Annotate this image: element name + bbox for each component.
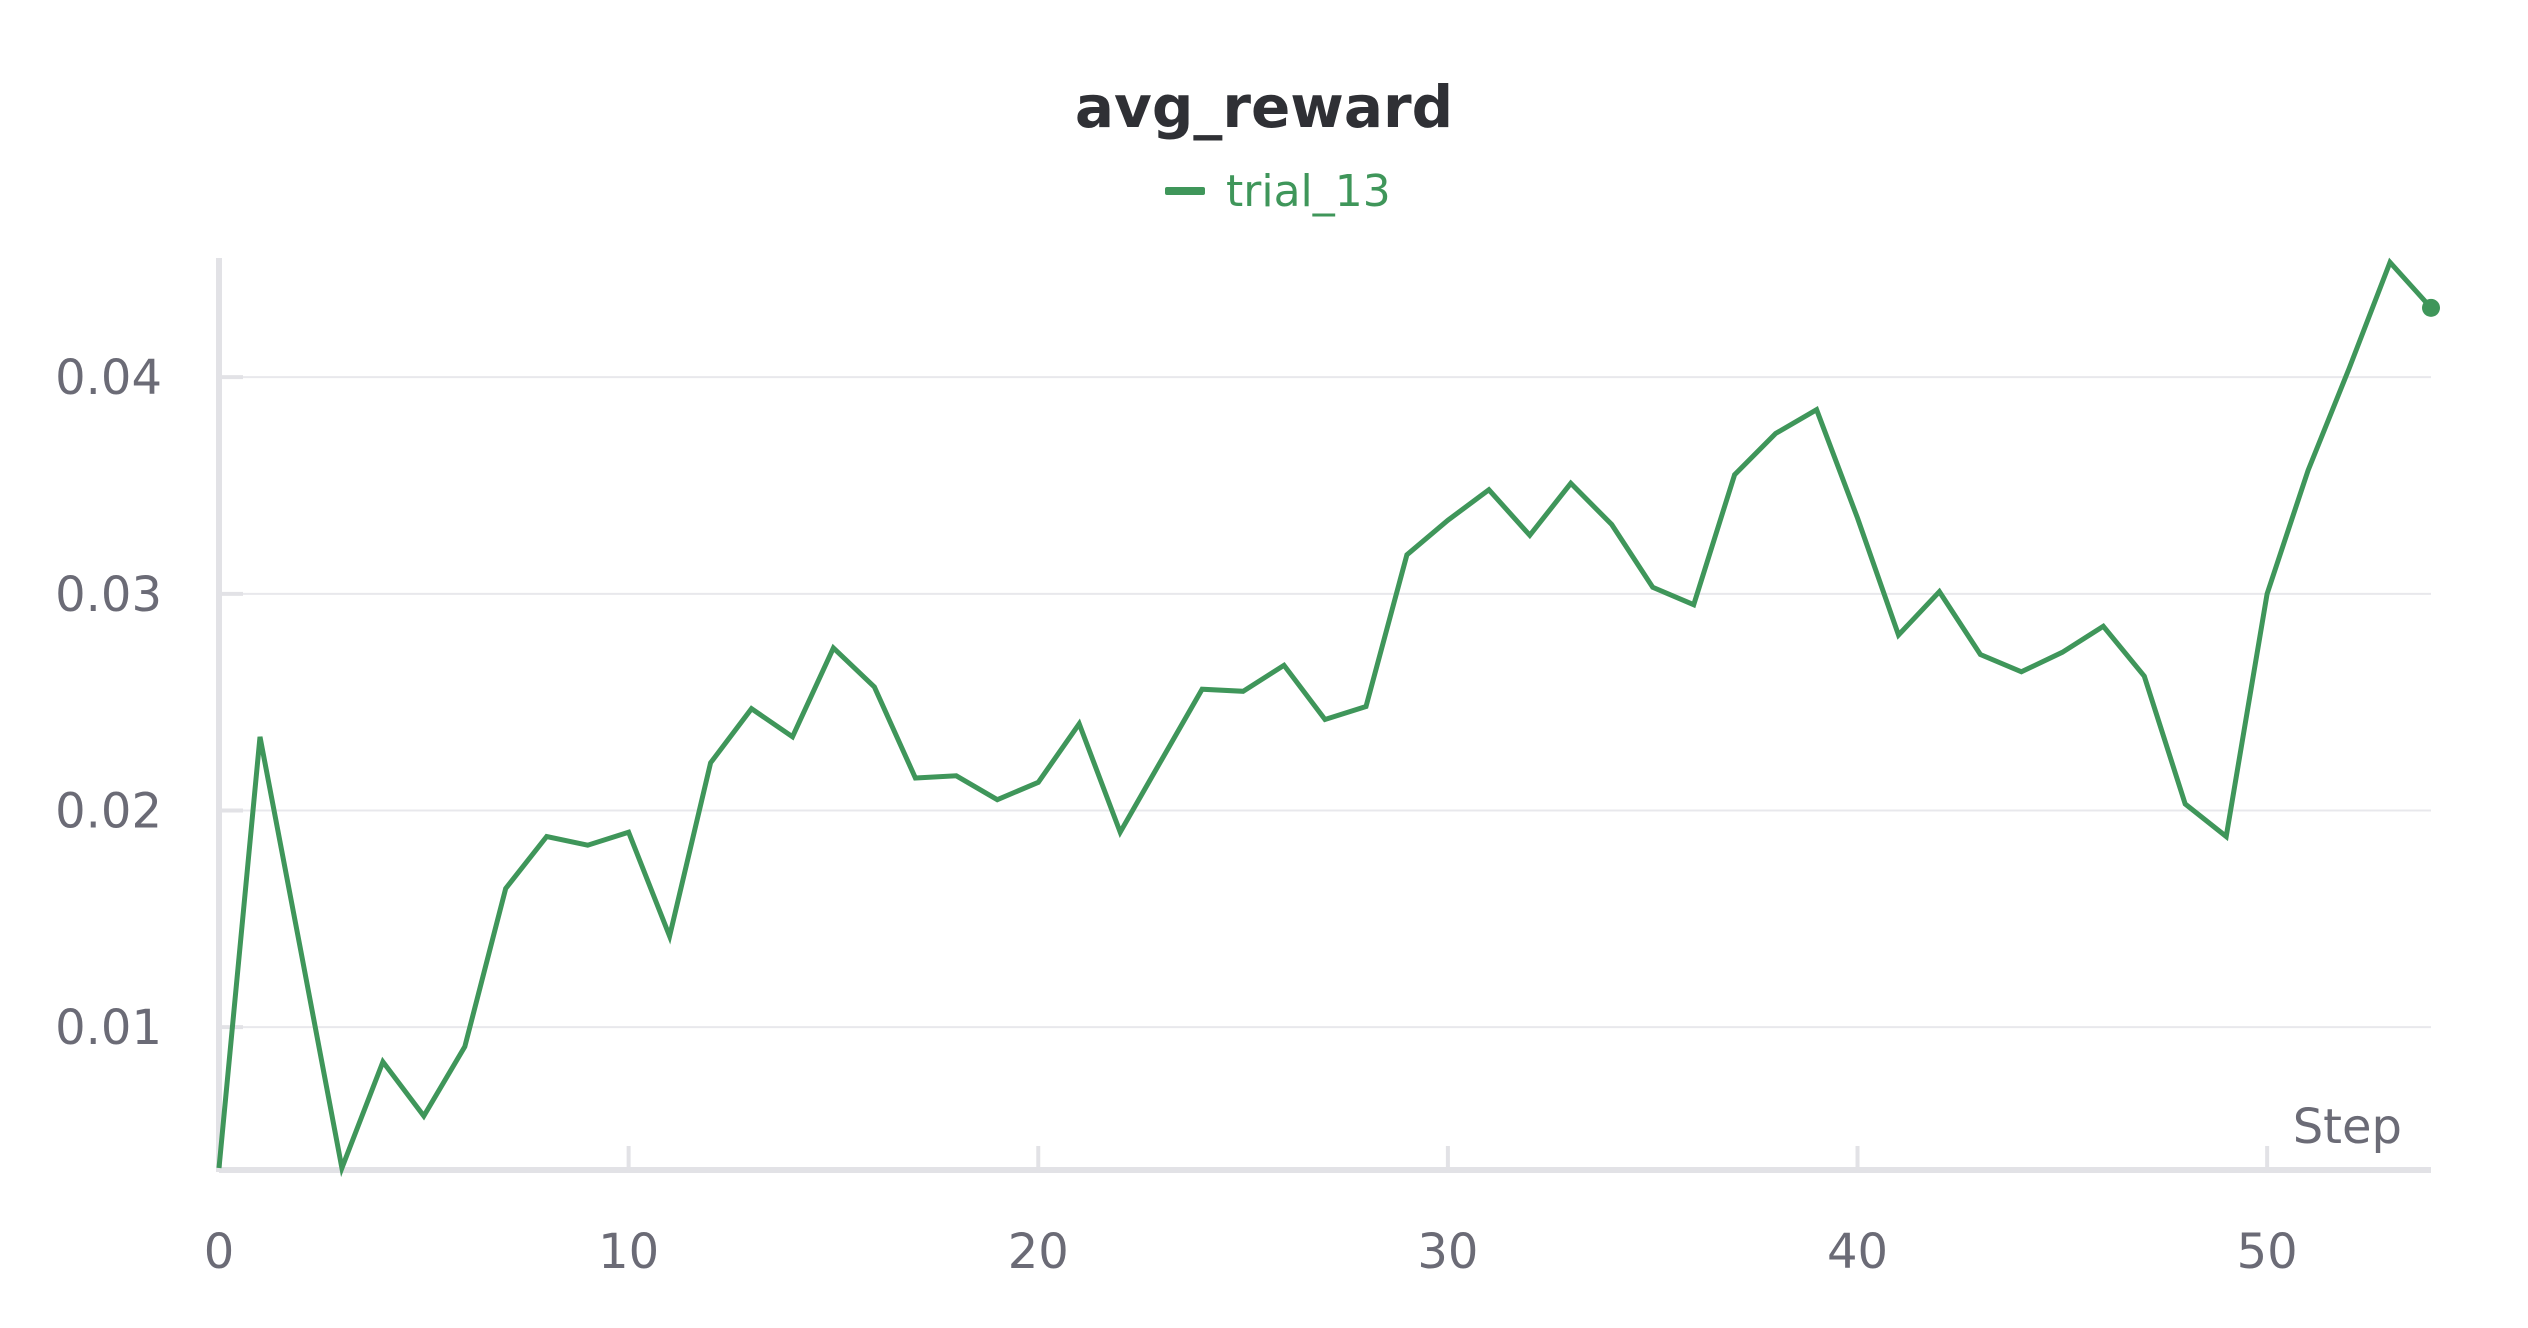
y-tick-label: 0.04 bbox=[55, 350, 162, 406]
x-tick-label: 20 bbox=[1008, 1224, 1069, 1280]
x-tick-label: 10 bbox=[598, 1224, 659, 1280]
y-tick-label: 0.02 bbox=[55, 784, 162, 840]
x-tick-label: 40 bbox=[1827, 1224, 1888, 1280]
y-tick-label: 0.01 bbox=[55, 1000, 162, 1056]
axes bbox=[216, 258, 2431, 1173]
x-axis-label: Step bbox=[2293, 1099, 2402, 1155]
legend-label: trial_13 bbox=[1226, 166, 1391, 217]
legend-swatch bbox=[1165, 187, 1205, 195]
series-line-trial_13 bbox=[216, 257, 2433, 1178]
y-tick-label: 0.03 bbox=[55, 567, 162, 623]
tick-labels: 0.01 0.02 0.03 0.04 0 10 20 30 40 50 bbox=[55, 350, 2298, 1280]
x-tick-label: 30 bbox=[1417, 1224, 1478, 1280]
series-end-marker bbox=[2422, 298, 2440, 317]
x-tick-label: 50 bbox=[2237, 1224, 2298, 1280]
series-layer bbox=[216, 257, 2440, 1178]
gridlines bbox=[219, 376, 2431, 1029]
x-tick-label: 0 bbox=[204, 1224, 235, 1280]
legend[interactable]: trial_13 bbox=[1165, 166, 1391, 217]
chart-title: avg_reward bbox=[1075, 73, 1453, 141]
